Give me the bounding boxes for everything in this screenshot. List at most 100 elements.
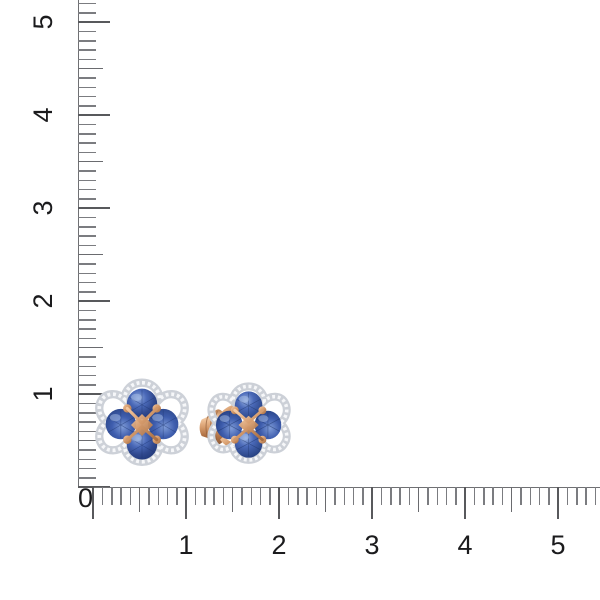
vertical-minor-tick: [78, 430, 96, 433]
horizontal-major-tick: [464, 487, 467, 519]
horizontal-minor-tick: [297, 487, 299, 505]
x-axis-label-1: 1: [178, 529, 194, 560]
horizontal-minor-tick: [157, 487, 159, 505]
vertical-minor-tick: [78, 253, 103, 256]
vertical-major-tick: [78, 300, 110, 303]
vertical-minor-tick: [78, 356, 96, 358]
vertical-minor-tick: [78, 77, 96, 79]
vertical-minor-tick: [78, 133, 96, 135]
vertical-minor-tick: [78, 226, 96, 228]
vertical-minor-tick: [78, 95, 96, 98]
horizontal-minor-tick: [120, 487, 122, 505]
horizontal-minor-tick: [138, 487, 141, 512]
vertical-minor-tick: [78, 374, 96, 377]
horizontal-minor-tick: [343, 487, 345, 505]
vertical-minor-tick: [78, 188, 96, 191]
x-axis-label-4: 4: [457, 529, 473, 560]
horizontal-minor-tick: [408, 487, 411, 505]
horizontal-minor-tick: [250, 487, 252, 505]
horizontal-minor-tick: [287, 487, 290, 505]
vertical-minor-tick: [78, 272, 96, 274]
horizontal-minor-tick: [455, 487, 457, 505]
y-axis-label-3: 3: [27, 200, 58, 216]
x-axis-label-3: 3: [364, 529, 380, 560]
horizontal-minor-tick: [538, 487, 541, 505]
vertical-minor-tick: [78, 12, 96, 14]
horizontal-minor-tick: [324, 487, 327, 512]
vertical-minor-tick: [78, 244, 96, 247]
vertical-minor-tick: [78, 40, 96, 42]
vertical-minor-tick: [78, 235, 96, 237]
axis-origin-label: 0: [78, 483, 94, 513]
vertical-minor-tick: [78, 142, 96, 144]
vertical-major-tick: [78, 21, 110, 24]
y-axis-label-5: 5: [27, 14, 58, 30]
horizontal-minor-tick: [594, 487, 597, 505]
vertical-minor-tick: [78, 58, 96, 61]
vertical-minor-tick: [78, 319, 96, 321]
horizontal-major-tick: [557, 487, 560, 519]
horizontal-minor-tick: [390, 487, 392, 505]
horizontal-minor-tick: [204, 487, 206, 505]
vertical-minor-tick: [78, 412, 96, 414]
vertical-minor-tick: [78, 2, 96, 5]
horizontal-major-tick: [278, 487, 281, 519]
horizontal-minor-tick: [306, 487, 308, 505]
horizontal-minor-tick: [231, 487, 234, 512]
horizontal-minor-tick: [473, 487, 476, 505]
horizontal-minor-tick: [427, 487, 429, 505]
vertical-minor-tick: [78, 49, 96, 51]
y-axis-label-4: 4: [27, 107, 58, 123]
horizontal-minor-tick: [222, 487, 225, 505]
vertical-minor-tick: [78, 179, 96, 181]
horizontal-minor-tick: [501, 487, 504, 505]
horizontal-minor-tick: [148, 487, 150, 505]
vertical-minor-tick: [78, 439, 103, 442]
vertical-minor-tick: [78, 309, 96, 312]
horizontal-minor-tick: [529, 487, 531, 505]
vertical-major-tick: [78, 393, 110, 396]
horizontal-minor-tick: [445, 487, 448, 505]
center-gold-prong: [130, 413, 154, 437]
horizontal-minor-tick: [510, 487, 513, 512]
horizontal-minor-tick: [111, 487, 113, 505]
vertical-minor-tick: [78, 263, 96, 265]
horizontal-minor-tick: [334, 487, 336, 505]
horizontal-minor-tick: [585, 487, 587, 505]
vertical-minor-tick: [78, 477, 96, 479]
vertical-minor-tick: [78, 421, 96, 423]
horizontal-axis-line: [93, 487, 600, 489]
vertical-minor-tick: [78, 346, 103, 349]
center-gold-prong: [238, 415, 259, 435]
earring-front-left: [95, 378, 189, 471]
y-axis-label-2: 2: [27, 293, 58, 309]
x-axis-label-2: 2: [271, 529, 287, 560]
horizontal-major-tick: [185, 487, 188, 519]
vertical-minor-tick: [78, 402, 96, 405]
horizontal-minor-tick: [176, 487, 178, 505]
vertical-minor-tick: [78, 216, 96, 219]
vertical-minor-tick: [78, 198, 96, 200]
horizontal-minor-tick: [399, 487, 401, 505]
vertical-minor-tick: [78, 160, 103, 163]
vertical-minor-tick: [78, 337, 96, 340]
gold-prongs: [123, 404, 161, 444]
y-axis-label-1: 1: [27, 386, 58, 402]
vertical-minor-tick: [78, 467, 96, 470]
horizontal-minor-tick: [259, 487, 262, 505]
pave-diamond-sparkle: [209, 384, 289, 462]
horizontal-minor-tick: [315, 487, 318, 505]
pave-diamond-sparkle: [97, 380, 187, 464]
horizontal-minor-tick: [194, 487, 197, 505]
horizontal-minor-tick: [213, 487, 215, 505]
vertical-axis-line: [78, 0, 80, 488]
vertical-minor-tick: [78, 123, 96, 126]
vertical-minor-tick: [78, 30, 96, 33]
vertical-minor-tick: [78, 328, 96, 330]
vertical-minor-tick: [78, 67, 103, 70]
horizontal-minor-tick: [241, 487, 243, 505]
horizontal-minor-tick: [492, 487, 494, 505]
vertical-minor-tick: [78, 291, 96, 293]
horizontal-minor-tick: [417, 487, 420, 512]
